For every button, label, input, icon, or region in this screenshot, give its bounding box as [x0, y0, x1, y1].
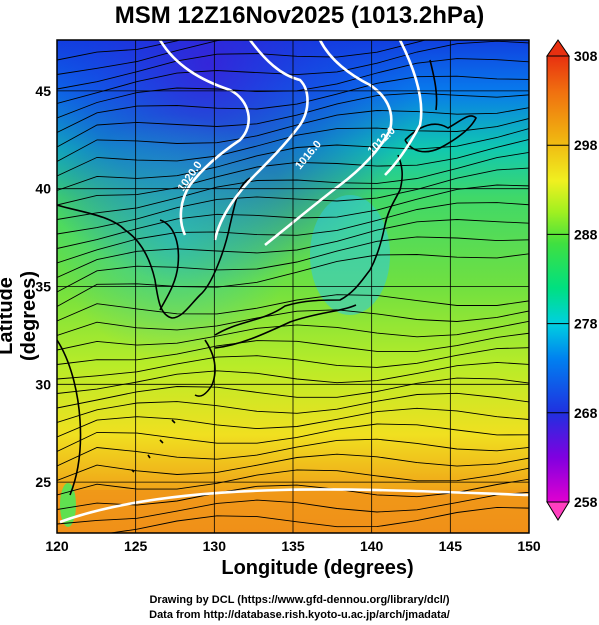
x-axis-label: Longitude (degrees) [221, 557, 414, 579]
streamline [57, 40, 427, 90]
colorbar-tick-298: 298 [574, 137, 598, 153]
y-tick-labels: 25 30 35 40 45 [35, 83, 51, 490]
streamline [57, 40, 182, 61]
streamline [57, 320, 529, 351]
colorbar: 258 268 278 288 298 308 [546, 39, 598, 521]
x-tick-125: 125 [124, 538, 148, 554]
colorbar-tick-268: 268 [574, 405, 598, 421]
streamline [57, 152, 529, 220]
colorbar-tick-308: 308 [574, 48, 598, 64]
streamline [57, 377, 529, 409]
streamline [57, 332, 529, 365]
y-tick-25: 25 [35, 474, 51, 490]
streamline [57, 453, 529, 481]
streamline [57, 75, 529, 133]
streamline [57, 309, 529, 336]
streamline [57, 236, 529, 293]
streamline [57, 138, 529, 206]
streamline [57, 438, 529, 467]
y-tick-35: 35 [35, 279, 51, 295]
y-axis-label: Latitude (degrees) [0, 270, 40, 362]
map-title: MSM 12Z16Nov2025 (1013.2hPa) [114, 2, 485, 29]
x-tick-120: 120 [45, 538, 69, 554]
streamline [57, 407, 529, 438]
credit-drawing: Drawing by DCL (https://www.gfd-dennou.o… [149, 594, 450, 606]
streamline [57, 423, 529, 452]
streamline [57, 392, 529, 423]
streamline [57, 202, 529, 264]
x-tick-135: 135 [281, 538, 305, 554]
streamline [57, 294, 529, 322]
streamline [57, 107, 529, 162]
streamline [57, 40, 345, 75]
streamline [57, 253, 529, 307]
lat-lon-grid [57, 40, 529, 533]
y-tick-40: 40 [35, 181, 51, 197]
streamline [57, 128, 529, 191]
streamline [57, 40, 529, 104]
colorbar-tick-258: 258 [574, 494, 598, 510]
streamline [57, 118, 529, 177]
streamline [57, 491, 529, 525]
colorbar-gradient [546, 55, 570, 503]
plot-frame [56, 39, 530, 534]
colorbar-bottom-arrow [546, 501, 570, 521]
y-tick-45: 45 [35, 83, 51, 99]
x-tick-140: 140 [360, 538, 384, 554]
credit-data: Data from http://database.rish.kyoto-u.a… [149, 609, 450, 621]
streamline [57, 219, 529, 278]
streamline [57, 92, 529, 148]
streamline [57, 347, 529, 380]
colorbar-top-arrow [546, 39, 570, 57]
colorbar-tick-278: 278 [574, 316, 598, 332]
streamline [57, 167, 529, 235]
streamline [107, 506, 529, 533]
x-tick-150: 150 [517, 538, 541, 554]
streamline [57, 361, 529, 394]
x-tick-145: 145 [439, 538, 463, 554]
colorbar-tick-288: 288 [574, 226, 598, 242]
x-tick-labels: 120 125 130 135 140 145 150 [45, 538, 541, 554]
y-tick-30: 30 [35, 376, 51, 392]
streamline [57, 467, 529, 496]
x-tick-130: 130 [203, 538, 227, 554]
